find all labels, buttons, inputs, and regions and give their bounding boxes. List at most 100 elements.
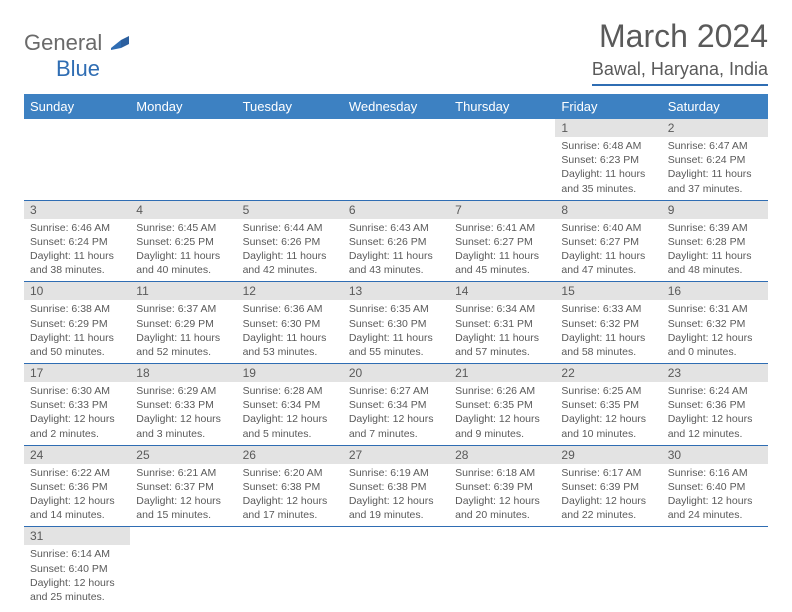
sunrise-text: Sunrise: 6:48 AM (561, 139, 655, 153)
daylight-text: Daylight: 12 hours and 2 minutes. (30, 412, 124, 440)
sunset-text: Sunset: 6:24 PM (30, 235, 124, 249)
sunrise-text: Sunrise: 6:21 AM (136, 466, 230, 480)
day-details: Sunrise: 6:34 AMSunset: 6:31 PMDaylight:… (449, 300, 555, 363)
calendar-cell: 5Sunrise: 6:44 AMSunset: 6:26 PMDaylight… (237, 200, 343, 282)
day-number: 2 (662, 119, 768, 137)
day-details: Sunrise: 6:39 AMSunset: 6:28 PMDaylight:… (662, 219, 768, 282)
sunrise-text: Sunrise: 6:35 AM (349, 302, 443, 316)
sunrise-text: Sunrise: 6:27 AM (349, 384, 443, 398)
sunrise-text: Sunrise: 6:39 AM (668, 221, 762, 235)
day-number: 8 (555, 201, 661, 219)
calendar-cell: 2Sunrise: 6:47 AMSunset: 6:24 PMDaylight… (662, 119, 768, 200)
sunset-text: Sunset: 6:40 PM (30, 562, 124, 576)
day-details: Sunrise: 6:27 AMSunset: 6:34 PMDaylight:… (343, 382, 449, 445)
weekday-header: Friday (555, 94, 661, 119)
daylight-text: Daylight: 12 hours and 17 minutes. (243, 494, 337, 522)
day-number: 11 (130, 282, 236, 300)
sunset-text: Sunset: 6:30 PM (243, 317, 337, 331)
logo-text-blue: Blue (56, 56, 100, 81)
sunset-text: Sunset: 6:38 PM (243, 480, 337, 494)
day-details: Sunrise: 6:36 AMSunset: 6:30 PMDaylight:… (237, 300, 343, 363)
day-details: Sunrise: 6:37 AMSunset: 6:29 PMDaylight:… (130, 300, 236, 363)
sunrise-text: Sunrise: 6:22 AM (30, 466, 124, 480)
day-details: Sunrise: 6:26 AMSunset: 6:35 PMDaylight:… (449, 382, 555, 445)
weekday-header: Monday (130, 94, 236, 119)
daylight-text: Daylight: 11 hours and 52 minutes. (136, 331, 230, 359)
daylight-text: Daylight: 12 hours and 25 minutes. (30, 576, 124, 604)
calendar-cell (24, 119, 130, 200)
calendar-cell: 1Sunrise: 6:48 AMSunset: 6:23 PMDaylight… (555, 119, 661, 200)
header: General Blue March 2024 Bawal, Haryana, … (24, 18, 768, 86)
sunrise-text: Sunrise: 6:37 AM (136, 302, 230, 316)
day-number: 23 (662, 364, 768, 382)
calendar-table: SundayMondayTuesdayWednesdayThursdayFrid… (24, 94, 768, 608)
day-details: Sunrise: 6:28 AMSunset: 6:34 PMDaylight:… (237, 382, 343, 445)
calendar-cell (130, 119, 236, 200)
day-number: 30 (662, 446, 768, 464)
calendar-cell: 10Sunrise: 6:38 AMSunset: 6:29 PMDayligh… (24, 282, 130, 364)
day-number: 7 (449, 201, 555, 219)
sunset-text: Sunset: 6:39 PM (561, 480, 655, 494)
weekday-header: Sunday (24, 94, 130, 119)
sunrise-text: Sunrise: 6:16 AM (668, 466, 762, 480)
sunset-text: Sunset: 6:26 PM (349, 235, 443, 249)
daylight-text: Daylight: 12 hours and 7 minutes. (349, 412, 443, 440)
daylight-text: Daylight: 11 hours and 45 minutes. (455, 249, 549, 277)
day-number: 12 (237, 282, 343, 300)
sunset-text: Sunset: 6:34 PM (349, 398, 443, 412)
day-details: Sunrise: 6:20 AMSunset: 6:38 PMDaylight:… (237, 464, 343, 527)
sunrise-text: Sunrise: 6:36 AM (243, 302, 337, 316)
day-number: 16 (662, 282, 768, 300)
calendar-cell: 14Sunrise: 6:34 AMSunset: 6:31 PMDayligh… (449, 282, 555, 364)
day-number: 1 (555, 119, 661, 137)
calendar-cell (449, 119, 555, 200)
sunrise-text: Sunrise: 6:24 AM (668, 384, 762, 398)
sunset-text: Sunset: 6:33 PM (30, 398, 124, 412)
sunset-text: Sunset: 6:26 PM (243, 235, 337, 249)
calendar-cell: 19Sunrise: 6:28 AMSunset: 6:34 PMDayligh… (237, 364, 343, 446)
sunset-text: Sunset: 6:36 PM (30, 480, 124, 494)
calendar-cell (662, 527, 768, 608)
day-number: 18 (130, 364, 236, 382)
calendar-cell: 3Sunrise: 6:46 AMSunset: 6:24 PMDaylight… (24, 200, 130, 282)
day-number: 25 (130, 446, 236, 464)
daylight-text: Daylight: 12 hours and 12 minutes. (668, 412, 762, 440)
calendar-row: 3Sunrise: 6:46 AMSunset: 6:24 PMDaylight… (24, 200, 768, 282)
day-number: 20 (343, 364, 449, 382)
day-number: 6 (343, 201, 449, 219)
day-details: Sunrise: 6:38 AMSunset: 6:29 PMDaylight:… (24, 300, 130, 363)
sunrise-text: Sunrise: 6:29 AM (136, 384, 230, 398)
calendar-cell: 24Sunrise: 6:22 AMSunset: 6:36 PMDayligh… (24, 445, 130, 527)
sunset-text: Sunset: 6:28 PM (668, 235, 762, 249)
day-details: Sunrise: 6:22 AMSunset: 6:36 PMDaylight:… (24, 464, 130, 527)
calendar-row: 17Sunrise: 6:30 AMSunset: 6:33 PMDayligh… (24, 364, 768, 446)
day-number: 27 (343, 446, 449, 464)
day-number: 9 (662, 201, 768, 219)
sunset-text: Sunset: 6:25 PM (136, 235, 230, 249)
calendar-cell: 12Sunrise: 6:36 AMSunset: 6:30 PMDayligh… (237, 282, 343, 364)
weekday-header: Thursday (449, 94, 555, 119)
day-details: Sunrise: 6:14 AMSunset: 6:40 PMDaylight:… (24, 545, 130, 608)
calendar-cell: 29Sunrise: 6:17 AMSunset: 6:39 PMDayligh… (555, 445, 661, 527)
calendar-row: 24Sunrise: 6:22 AMSunset: 6:36 PMDayligh… (24, 445, 768, 527)
sunset-text: Sunset: 6:27 PM (561, 235, 655, 249)
calendar-row: 10Sunrise: 6:38 AMSunset: 6:29 PMDayligh… (24, 282, 768, 364)
day-number: 19 (237, 364, 343, 382)
sunrise-text: Sunrise: 6:45 AM (136, 221, 230, 235)
sunrise-text: Sunrise: 6:34 AM (455, 302, 549, 316)
flag-icon (111, 36, 129, 50)
daylight-text: Daylight: 12 hours and 19 minutes. (349, 494, 443, 522)
calendar-cell (449, 527, 555, 608)
daylight-text: Daylight: 11 hours and 57 minutes. (455, 331, 549, 359)
sunset-text: Sunset: 6:31 PM (455, 317, 549, 331)
sunset-text: Sunset: 6:27 PM (455, 235, 549, 249)
sunrise-text: Sunrise: 6:41 AM (455, 221, 549, 235)
day-details: Sunrise: 6:17 AMSunset: 6:39 PMDaylight:… (555, 464, 661, 527)
day-number: 21 (449, 364, 555, 382)
daylight-text: Daylight: 11 hours and 53 minutes. (243, 331, 337, 359)
sunrise-text: Sunrise: 6:30 AM (30, 384, 124, 398)
sunset-text: Sunset: 6:29 PM (136, 317, 230, 331)
month-title: March 2024 (592, 18, 768, 55)
sunset-text: Sunset: 6:32 PM (668, 317, 762, 331)
sunset-text: Sunset: 6:36 PM (668, 398, 762, 412)
